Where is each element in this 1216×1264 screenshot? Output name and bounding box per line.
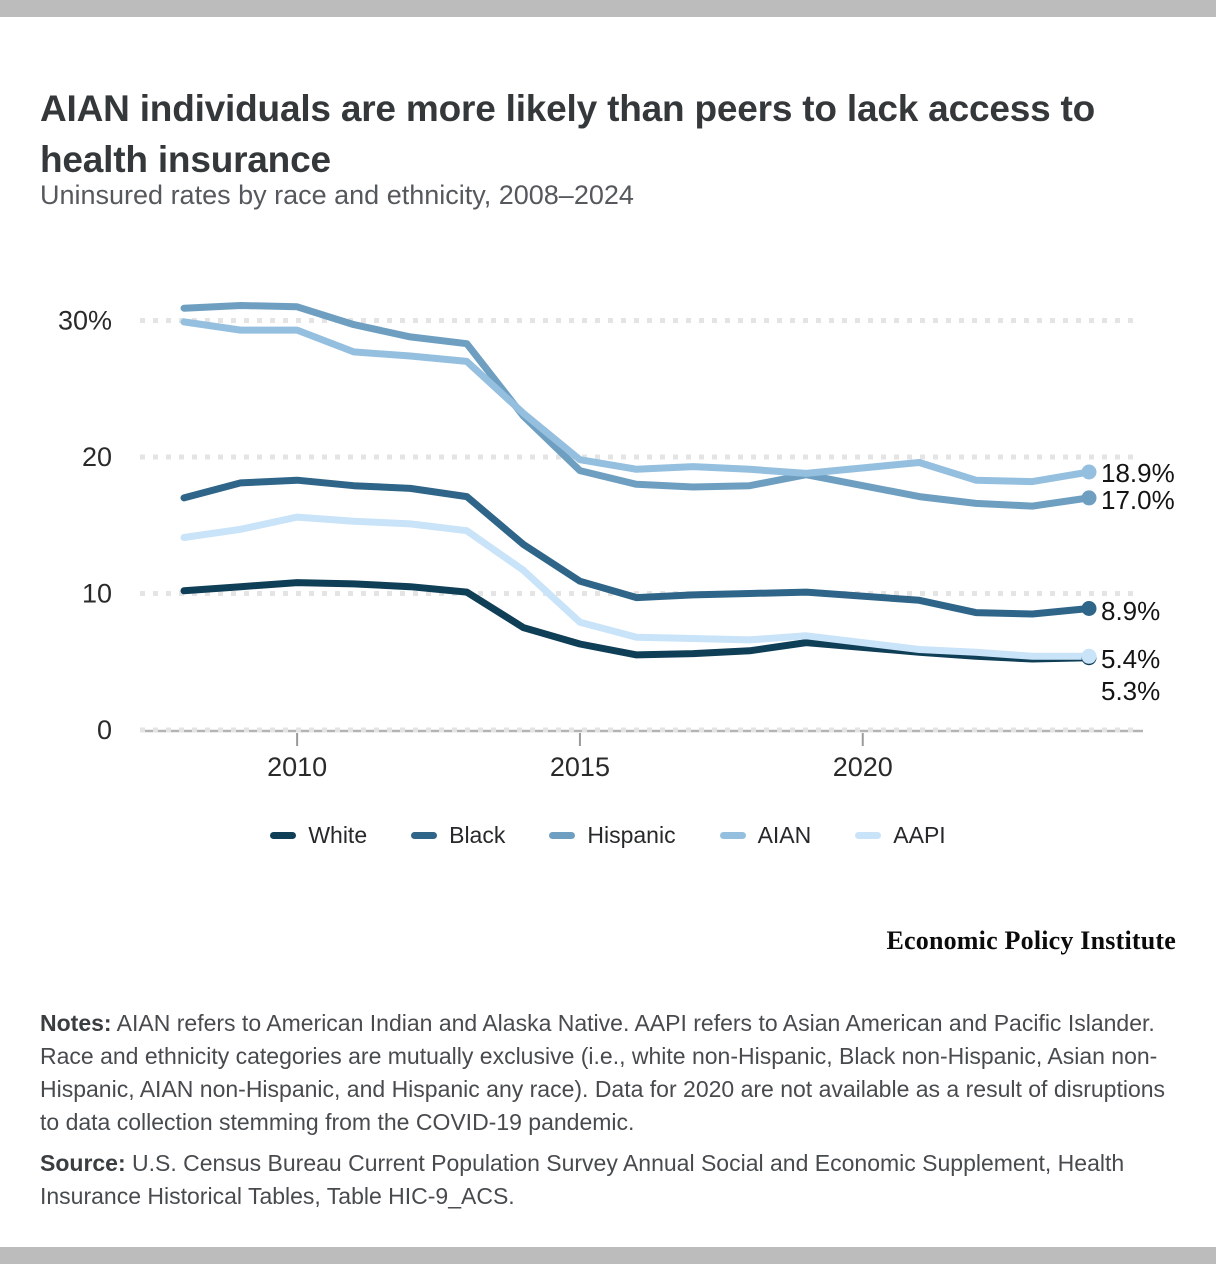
end-value-label: 5.4% [1101,644,1160,674]
legend-label: Black [449,822,506,848]
legend-label: AAPI [893,822,946,848]
notes-paragraph: Notes: AIAN refers to American Indian an… [40,1007,1166,1139]
end-value-label: 5.3% [1101,676,1160,706]
x-tick-label: 2010 [267,752,327,782]
legend-item-aian[interactable]: AIAN [719,822,812,849]
legend-swatch-icon [855,832,882,839]
series-line-hispanic [180,302,1093,510]
legend-item-white[interactable]: White [270,822,367,849]
page-bottom-bar [0,1247,1216,1264]
x-tick-label: 2020 [833,752,893,782]
end-value-label: 8.9% [1101,596,1160,626]
series-end-dot-hispanic [1081,490,1097,506]
y-tick-label: 30% [58,306,112,336]
epi-logo: Economic Policy Institute [886,926,1176,955]
series-line-black [180,476,1093,618]
legend-item-aapi[interactable]: AAPI [855,822,946,849]
source-label: Source: [40,1150,126,1176]
series-line-aapi [180,513,1093,660]
y-tick-label: 10 [82,579,112,609]
source-paragraph: Source: U.S. Census Bureau Current Popul… [40,1147,1166,1213]
y-tick-label: 0 [97,715,112,745]
notes-text: AIAN refers to American Indian and Alask… [40,1010,1166,1135]
legend-label: Hispanic [587,822,676,848]
chart-title: AIAN individuals are more likely than pe… [40,87,1096,180]
legend-swatch-icon [411,832,438,839]
x-tick-label: 2015 [550,752,610,782]
legend-label: White [308,822,368,848]
series-line-aian [180,318,1093,486]
notes-label: Notes: [40,1010,112,1036]
legend-item-black[interactable]: Black [411,822,505,849]
page-top-bar [0,0,1216,17]
legend-item-hispanic[interactable]: Hispanic [549,822,676,849]
source-text: U.S. Census Bureau Current Population Su… [40,1150,1125,1209]
chart-subtitle: Uninsured rates by race and ethnicity, 2… [40,180,634,210]
legend-swatch-icon [270,832,297,839]
legend-swatch-icon [549,832,576,839]
y-tick-label: 20 [82,442,112,472]
legend-label: AIAN [757,822,812,848]
series-end-dot-black [1081,601,1097,616]
chart-legend: White Black Hispanic AIAN AAPI [0,822,1216,849]
end-value-label: 18.9% [1101,458,1175,488]
series-end-dot-aapi [1081,648,1097,664]
series-end-dot-aian [1081,464,1097,480]
end-value-label: 17.0% [1101,485,1175,515]
legend-swatch-icon [719,832,746,839]
